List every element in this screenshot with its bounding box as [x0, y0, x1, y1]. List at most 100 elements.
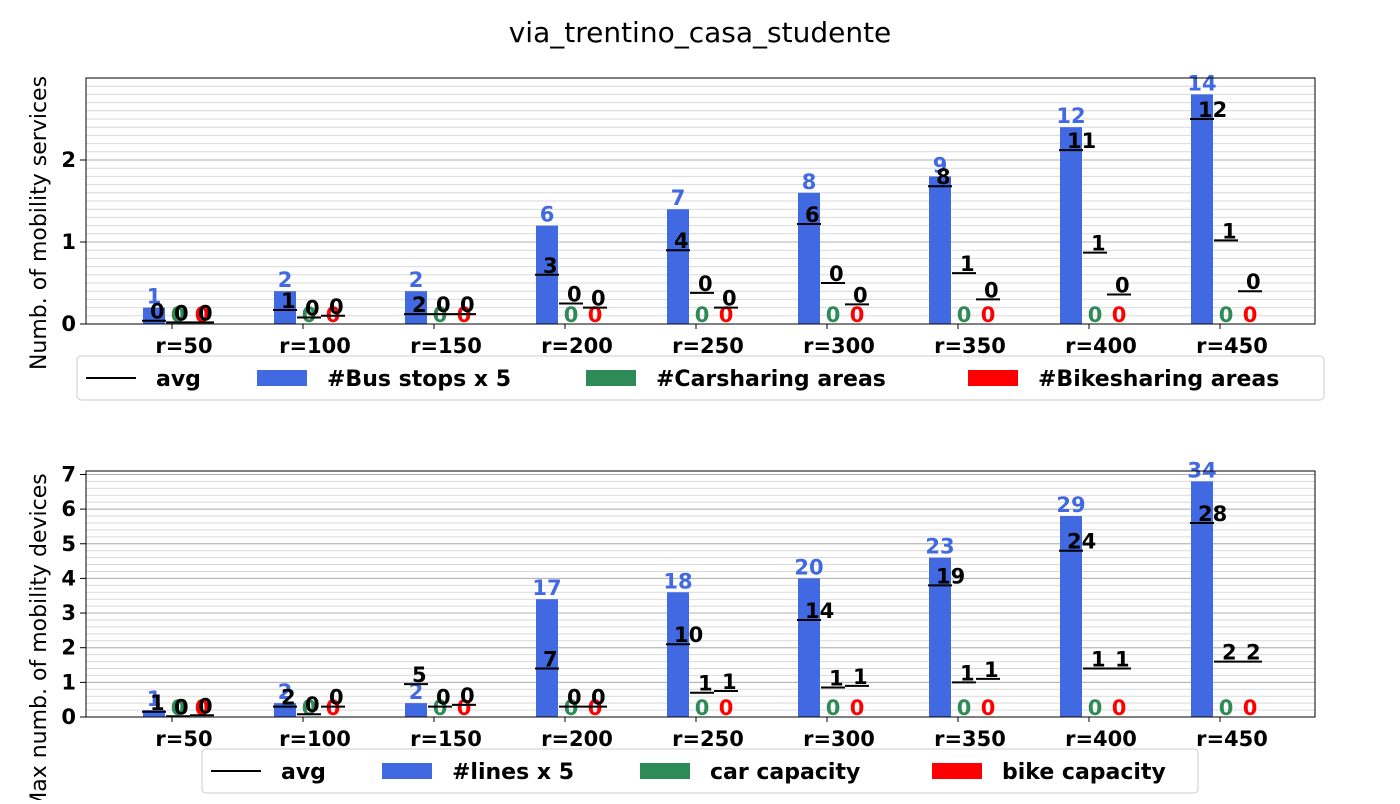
avg-value-label: 7	[543, 647, 558, 671]
avg-value-label: 0	[1115, 273, 1130, 297]
avg-value-label: 0	[591, 287, 606, 311]
avg-value-label: 28	[1198, 502, 1227, 526]
avg-value-label: 1	[1222, 219, 1237, 243]
bar-value-label: 0	[850, 696, 865, 720]
y-axis-label: Max numb. of mobility devices	[27, 473, 52, 800]
bar-value-label: 0	[1088, 696, 1103, 720]
legend-swatch	[382, 763, 432, 779]
bar-value-label: 0	[981, 696, 996, 720]
x-tick-label: r=300	[803, 334, 875, 358]
bar-0-5	[798, 192, 820, 324]
avg-value-label: 0	[698, 272, 713, 296]
avg-value-label: 0	[174, 695, 189, 719]
chart-panel-1: 0121226789121400000000000000000001234681…	[27, 71, 1325, 401]
avg-value-label: 0	[984, 278, 999, 302]
x-tick-label: r=200	[541, 334, 613, 358]
bar-value-label: 0	[588, 696, 603, 720]
bar-value-label: 0	[457, 696, 472, 720]
y-tick-label: 2	[61, 148, 76, 172]
bar-value-label: 0	[850, 303, 865, 327]
bar-0-2	[405, 703, 427, 717]
plot-frame	[85, 77, 1316, 325]
avg-value-label: 1	[853, 665, 868, 689]
y-tick-label: 2	[61, 636, 76, 660]
bar-value-label: 0	[1219, 696, 1234, 720]
bar-0-4	[667, 592, 689, 717]
x-tick-label: r=150	[410, 727, 482, 751]
avg-value-label: 1	[960, 661, 975, 685]
y-tick-label: 4	[61, 566, 76, 590]
avg-value-label: 0	[1246, 270, 1261, 294]
avg-value-label: 4	[674, 229, 689, 253]
x-tick-label: r=350	[934, 334, 1006, 358]
avg-value-label: 2	[1246, 641, 1261, 665]
avg-value-label: 2	[281, 686, 296, 710]
avg-value-label: 1	[150, 691, 165, 715]
y-tick-label: 5	[61, 532, 76, 556]
bar-value-label: 7	[671, 186, 686, 210]
x-tick-label: r=50	[155, 727, 212, 751]
bar-value-label: 0	[195, 696, 210, 720]
avg-value-label: 0	[567, 686, 582, 710]
avg-value-label: 8	[936, 165, 951, 189]
x-tick-label: r=50	[155, 334, 212, 358]
y-tick-label: 6	[61, 497, 76, 521]
avg-value-label: 1	[698, 672, 713, 696]
bar-0-5	[798, 578, 820, 717]
bar-value-label: 8	[802, 170, 817, 194]
bar-value-label: 0	[1243, 303, 1258, 327]
bar-0-8	[1191, 481, 1213, 717]
bar-value-label: 0	[695, 303, 710, 327]
legend-entry-label: #Carsharing areas	[656, 367, 886, 392]
bar-0-6	[929, 176, 951, 324]
avg-value-label: 0	[853, 283, 868, 307]
avg-value-label: 0	[591, 686, 606, 710]
y-tick-label: 3	[61, 601, 76, 625]
bar-value-label: 6	[540, 203, 555, 227]
x-tick-label: r=350	[934, 727, 1006, 751]
legend-swatch	[640, 763, 690, 779]
bar-value-label: 2	[409, 268, 424, 292]
legend-entry-label: avg	[156, 367, 201, 392]
bar-value-label: 9	[933, 153, 948, 177]
x-tick-label: r=200	[541, 727, 613, 751]
bar-0-1	[274, 291, 296, 324]
avg-value-label: 0	[305, 693, 320, 717]
plot-frame	[85, 470, 1316, 718]
figure-title: via_trentino_casa_studente	[509, 16, 892, 49]
bar-value-label: 0	[826, 303, 841, 327]
avg-value-label: 19	[936, 564, 965, 588]
x-tick-label: r=450	[1196, 727, 1268, 751]
x-tick-label: r=100	[279, 727, 351, 751]
bar-value-label: 20	[794, 555, 823, 579]
bar-value-label: 34	[1187, 458, 1216, 482]
avg-value-label: 1	[281, 289, 296, 313]
legend-box	[76, 355, 1325, 401]
bar-0-7	[1060, 127, 1082, 324]
avg-value-label: 0	[150, 300, 165, 324]
y-axis-label: Numb. of mobility services	[27, 76, 52, 370]
avg-value-label: 24	[1067, 530, 1096, 554]
bar-value-label: 0	[588, 303, 603, 327]
bar-value-label: 0	[1219, 303, 1234, 327]
x-tick-label: r=150	[410, 334, 482, 358]
legend-entry-label: bike capacity	[1002, 760, 1166, 785]
bar-value-label: 0	[433, 696, 448, 720]
legend-swatch	[968, 370, 1018, 386]
x-tick-label: r=250	[672, 334, 744, 358]
bar-0-7	[1060, 516, 1082, 717]
bar-value-label: 17	[532, 576, 561, 600]
bar-value-label: 14	[1187, 71, 1216, 95]
bar-0-8	[1191, 94, 1213, 325]
bar-value-label: 0	[1243, 696, 1258, 720]
bar-0-4	[667, 209, 689, 324]
bar-value-label: 1	[147, 687, 162, 711]
avg-value-label: 5	[412, 663, 427, 687]
bar-value-label: 0	[719, 303, 734, 327]
legend-box	[201, 748, 1199, 794]
avg-value-label: 0	[198, 301, 213, 325]
avg-value-label: 0	[329, 686, 344, 710]
bar-value-label: 0	[1088, 303, 1103, 327]
